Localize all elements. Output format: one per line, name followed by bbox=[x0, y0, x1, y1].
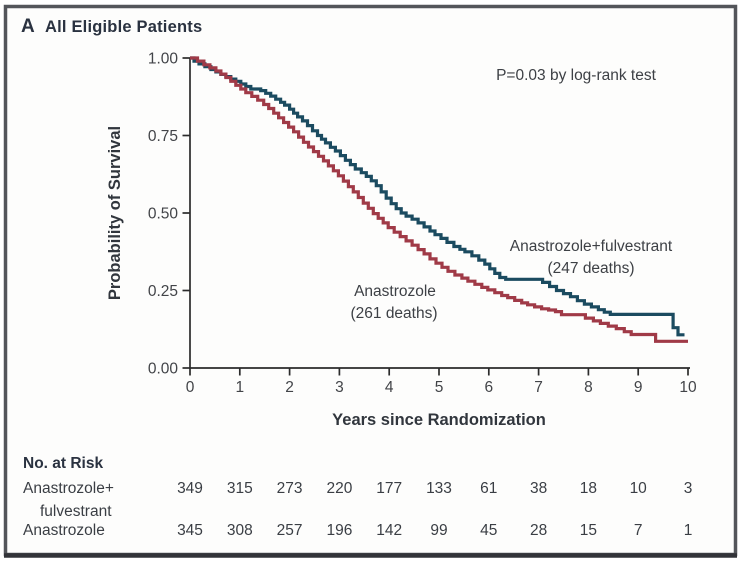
risk-value: 61 bbox=[480, 480, 497, 497]
curve-label-anastrozole-fulvestrant-deaths: (247 deaths) bbox=[547, 260, 634, 277]
risk-value: 308 bbox=[227, 522, 253, 539]
risk-value: 3 bbox=[684, 480, 693, 497]
no-at-risk-title: No. at Risk bbox=[23, 455, 103, 472]
x-tick-label: 1 bbox=[235, 379, 244, 396]
risk-value: 142 bbox=[376, 522, 402, 539]
risk-value: 345 bbox=[177, 522, 203, 539]
x-tick-label: 6 bbox=[484, 379, 493, 396]
x-tick-label: 8 bbox=[584, 379, 593, 396]
risk-value: 177 bbox=[376, 480, 402, 497]
risk-value: 257 bbox=[277, 522, 303, 539]
panel-letter: A bbox=[21, 16, 35, 37]
chart-generated-layer: 1.000.750.500.250.000 1 2 3 4 5 6 7 8 9 10Anastroz… bbox=[23, 51, 697, 540]
panel-title: All Eligible Patients bbox=[45, 18, 202, 36]
risk-value: 38 bbox=[530, 480, 547, 497]
risk-value: 45 bbox=[480, 522, 497, 539]
x-axis-title: Years since Randomization bbox=[332, 411, 546, 429]
x-tick-label: 10 bbox=[679, 379, 697, 396]
curve-label-anastrozole: Anastrozole bbox=[354, 283, 436, 300]
x-tick-label: 3 bbox=[335, 379, 344, 396]
y-tick-label: 0.25 bbox=[148, 283, 178, 300]
risk-value: 1 bbox=[684, 522, 693, 539]
risk-value: 349 bbox=[177, 480, 203, 497]
y-tick-label: 1.00 bbox=[148, 51, 179, 68]
x-tick-label: 7 bbox=[534, 379, 543, 396]
x-tick-label: 0 bbox=[186, 379, 195, 396]
pvalue-annotation: P=0.03 by log-rank test bbox=[496, 67, 657, 84]
y-axis-title: Probability of Survival bbox=[106, 126, 124, 300]
y-tick-label: 0.50 bbox=[148, 206, 179, 223]
x-tick-label: 4 bbox=[385, 379, 394, 396]
x-tick-label: 2 bbox=[285, 379, 294, 396]
risk-row-label: fulvestrant bbox=[40, 503, 112, 520]
risk-row-label: Anastrozole+ bbox=[23, 480, 114, 497]
figure-frame bbox=[3, 4, 738, 557]
risk-value: 315 bbox=[227, 480, 253, 497]
km-curve-anastrozole-fulvestrant bbox=[190, 56, 685, 337]
curve-label-anastrozole-fulvestrant: Anastrozole+fulvestrant bbox=[510, 238, 673, 255]
curve-label-anastrozole-deaths: (261 deaths) bbox=[350, 305, 437, 322]
x-tick-label: 5 bbox=[435, 379, 444, 396]
risk-value: 133 bbox=[426, 480, 452, 497]
risk-value: 28 bbox=[530, 522, 547, 539]
risk-value: 196 bbox=[326, 522, 352, 539]
km-curve-anastrozole bbox=[190, 56, 688, 343]
risk-value: 10 bbox=[630, 480, 648, 497]
risk-row-label: Anastrozole bbox=[23, 522, 105, 539]
risk-value: 18 bbox=[580, 480, 597, 497]
x-tick-label: 9 bbox=[634, 379, 643, 396]
risk-value: 99 bbox=[430, 522, 447, 539]
risk-value: 7 bbox=[634, 522, 643, 539]
y-tick-label: 0.75 bbox=[148, 128, 178, 145]
risk-value: 15 bbox=[580, 522, 597, 539]
risk-value: 220 bbox=[326, 480, 352, 497]
risk-value: 273 bbox=[277, 480, 303, 497]
y-tick-label: 0.00 bbox=[148, 361, 179, 378]
